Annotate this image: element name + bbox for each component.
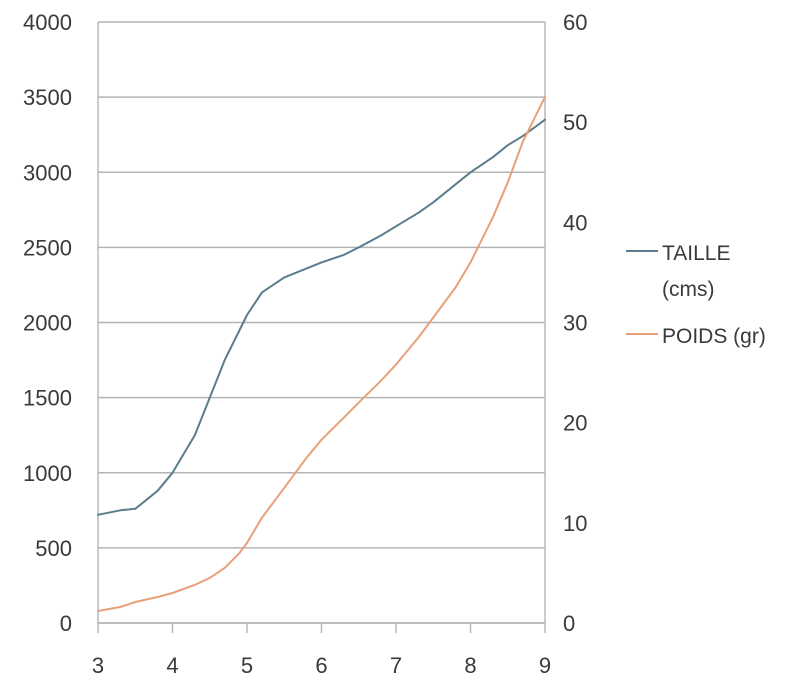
y-left-tick-label: 1500: [23, 386, 72, 411]
legend-label: TAILLE: [662, 242, 730, 265]
legend: TAILLE (cms) POIDS (gr): [626, 242, 766, 348]
y-left-tick-label: 500: [35, 536, 72, 561]
y-right-tick-label: 0: [563, 611, 575, 636]
y-left-tick-label: 0: [60, 611, 72, 636]
series-lines: [97, 96, 546, 612]
y-left-tick-label: 4000: [23, 10, 72, 35]
y-right-tick-label: 40: [563, 210, 587, 235]
y-right-tick-label: 20: [563, 411, 587, 436]
gridlines: [98, 21, 545, 624]
y-left-tick-label: 1000: [23, 461, 72, 486]
x-tick-label: 3: [92, 653, 104, 678]
y-right-tick-label: 10: [563, 511, 587, 536]
y-right-tick-label: 60: [563, 10, 587, 35]
x-tick-label: 4: [166, 653, 178, 678]
legend-label: POIDS (gr): [662, 325, 766, 348]
y-right-tick-label: 50: [563, 110, 587, 135]
y-left-tick-label: 3500: [23, 85, 72, 110]
y-left-tick-label: 2500: [23, 235, 72, 260]
y-right-tick-label: 30: [563, 311, 587, 336]
x-tick-label: 9: [539, 653, 551, 678]
series-line-taille: [97, 118, 546, 516]
tick-labels: 0 500 1000 1500 2000 2500 3000 3500 4000 0 10 20 30 4…: [23, 10, 587, 678]
axes: [97, 22, 546, 633]
legend-label: (cms): [662, 278, 714, 301]
x-tick-label: 8: [464, 653, 476, 678]
x-tick-label: 6: [315, 653, 327, 678]
y-left-tick-label: 3000: [23, 160, 72, 185]
series-line-poids: [97, 96, 546, 612]
y-left-tick-label: 2000: [23, 311, 72, 336]
x-tick-label: 7: [390, 653, 402, 678]
x-tick-label: 5: [241, 653, 253, 678]
